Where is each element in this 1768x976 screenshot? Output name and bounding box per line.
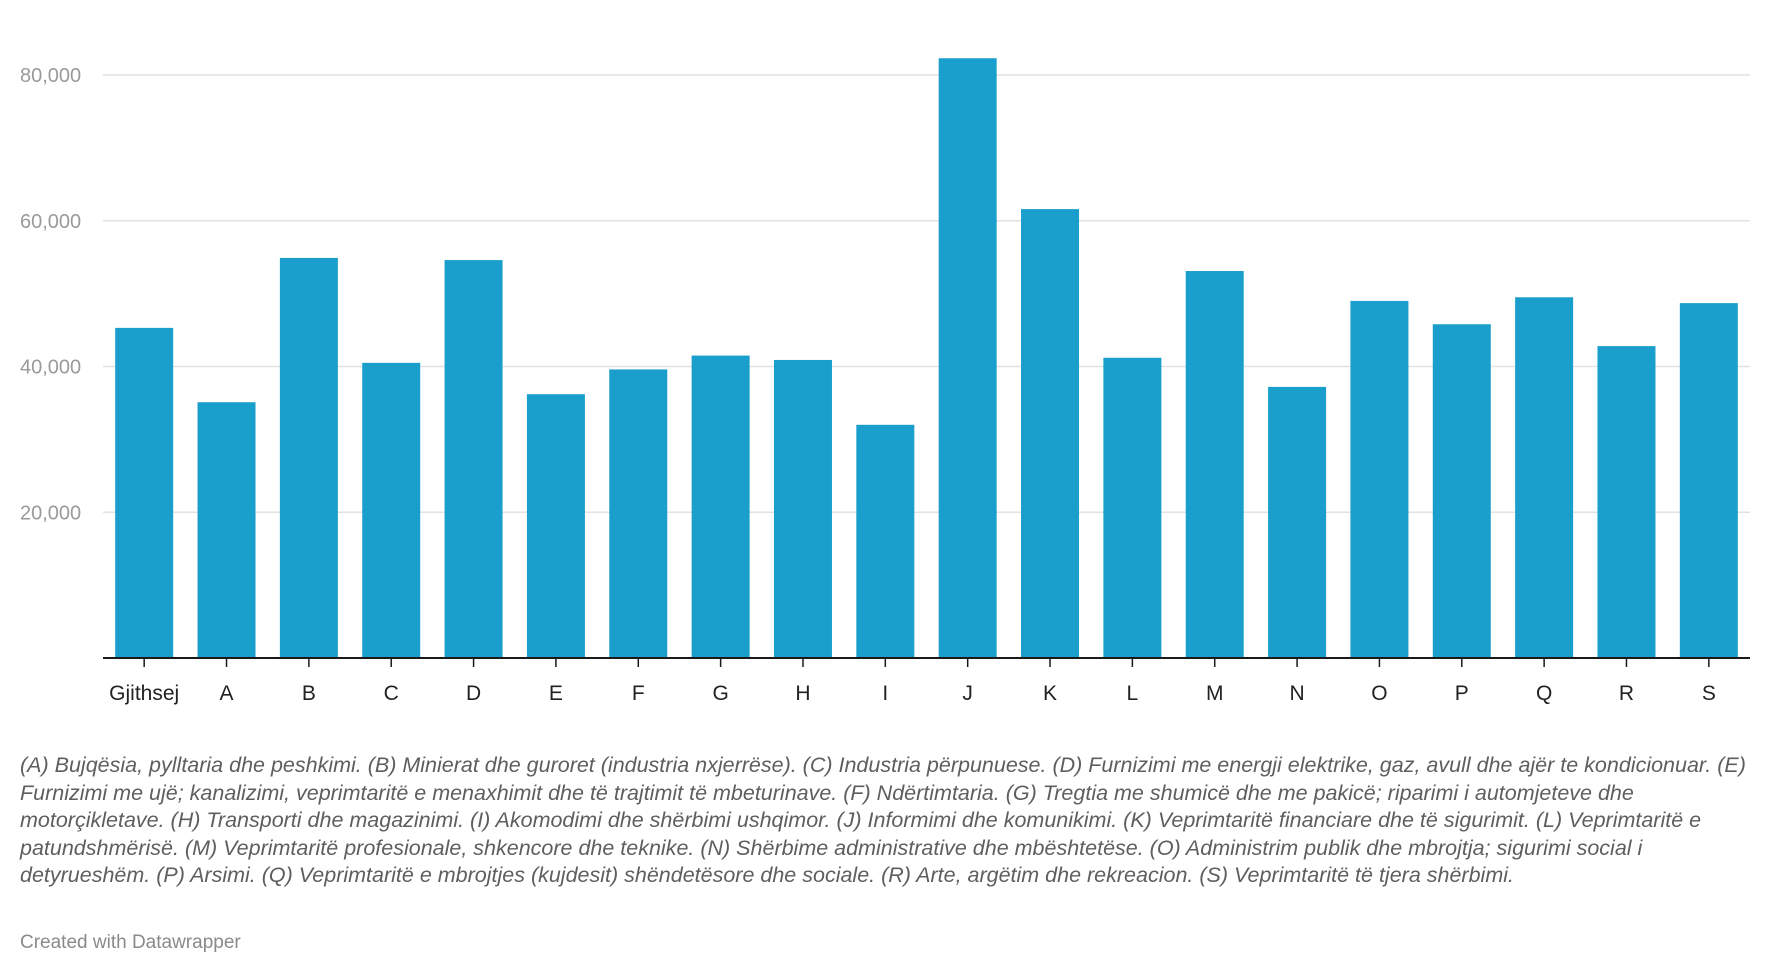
datawrapper-credit: Created with Datawrapper: [20, 932, 241, 953]
bar-h: [773, 359, 832, 658]
x-tick-label: Gjithsej: [109, 682, 179, 705]
bar-k: [1021, 209, 1080, 658]
y-tick-label: 40,000: [20, 357, 81, 379]
x-tick-label: L: [1127, 682, 1139, 705]
x-axis-ticks: [143, 658, 1710, 667]
gridlines: [103, 74, 1750, 513]
x-tick-label: B: [302, 682, 316, 705]
bar-r: [1597, 346, 1656, 658]
bar-m: [1185, 271, 1244, 658]
bar-o: [1350, 300, 1409, 658]
bar-n: [1268, 386, 1327, 658]
x-tick-label: M: [1206, 682, 1224, 705]
y-tick-label: 20,000: [20, 502, 81, 524]
bar-p: [1432, 324, 1491, 658]
x-tick-label: N: [1289, 682, 1304, 705]
bar-i: [856, 424, 915, 658]
bar-f: [609, 369, 668, 658]
x-tick-label: D: [466, 682, 481, 705]
x-tick-label: H: [795, 682, 810, 705]
x-tick-label: R: [1619, 682, 1634, 705]
x-tick-label: G: [712, 682, 728, 705]
bar-a: [197, 402, 256, 658]
bar-e: [526, 394, 585, 658]
bars: [115, 58, 1738, 658]
x-axis-labels: Gjithsej A B C D E F G H I J K L M N O P Q R S: [109, 682, 1716, 705]
bar-b: [279, 257, 338, 658]
category-notes: (A) Bujqësia, pylltaria dhe peshkimi. (B…: [20, 753, 1746, 887]
x-tick-label: Q: [1536, 682, 1552, 705]
y-tick-label: 60,000: [20, 211, 81, 233]
y-tick-label: 80,000: [20, 65, 81, 87]
bar-g: [691, 355, 750, 658]
bar-d: [444, 260, 503, 658]
bar-j: [938, 58, 997, 658]
bar-s: [1679, 303, 1738, 658]
bar-chart: Gjithsej A B C D E F G H I J K L M N O P Q R S 20,000 40,000…: [20, 58, 1750, 705]
x-tick-label: I: [882, 682, 888, 705]
x-tick-label: J: [962, 682, 973, 705]
x-tick-label: S: [1702, 682, 1716, 705]
x-tick-label: F: [632, 682, 645, 705]
y-axis-labels: 20,000 40,000 60,000 80,000: [20, 65, 81, 524]
x-tick-label: C: [384, 682, 399, 705]
x-tick-label: A: [220, 682, 234, 705]
x-tick-label: O: [1371, 682, 1387, 705]
bar-q: [1515, 297, 1574, 658]
x-tick-label: E: [549, 682, 563, 705]
x-tick-label: P: [1455, 682, 1469, 705]
bar-gjithsej: [115, 327, 174, 658]
bar-l: [1103, 357, 1162, 658]
x-tick-label: K: [1043, 682, 1057, 705]
bar-c: [362, 362, 421, 658]
